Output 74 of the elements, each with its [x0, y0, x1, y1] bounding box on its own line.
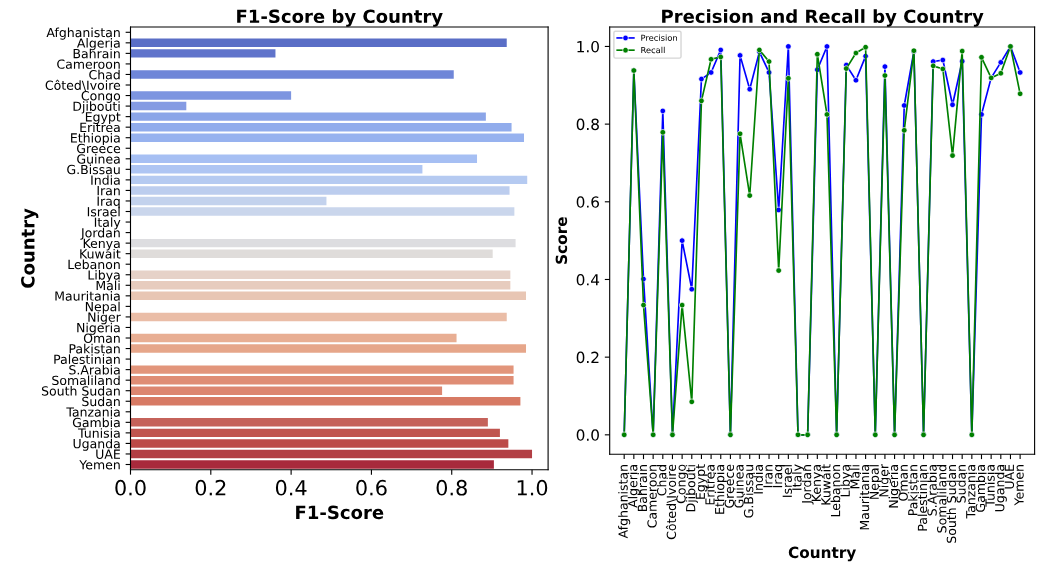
y-tick-label: Sudan — [82, 396, 120, 407]
y-tick-label: Afghanistan — [46, 27, 120, 40]
x-tick-label: Gambia — [975, 465, 986, 512]
y-axis-title: Country — [21, 208, 39, 288]
y-tick-label: India — [91, 175, 120, 185]
y-tick-label: Kuwait — [80, 248, 121, 259]
x-tick-label: S.Arabia — [927, 465, 937, 516]
y-tick-label: 1.0 — [577, 40, 599, 53]
x-tick-label: Mauritania — [859, 465, 870, 530]
x-tick-label: Tanzania — [965, 465, 976, 519]
x-tick-label: Tunisia — [985, 465, 995, 507]
y-tick-label: Greece — [76, 143, 121, 154]
y-tick-label: Libya — [88, 270, 120, 283]
y-axis-title: Score — [555, 217, 568, 264]
y-tick-label: Tunisia — [78, 428, 120, 438]
y-tick-label: UAE — [96, 449, 120, 459]
x-axis-title: F1-Score — [296, 505, 384, 520]
x-tick-label: Cameroon — [647, 465, 657, 528]
y-tick-label: Pakistan — [69, 343, 120, 354]
y-tick-label: Iraq — [97, 196, 120, 209]
x-tick-label: Iran — [763, 465, 773, 488]
x-tick-label: Côted\Ivoire — [665, 464, 678, 540]
y-tick-label: Mauritania — [55, 291, 120, 301]
x-tick-label: Chad — [656, 465, 667, 496]
y-tick-label: 0.4 — [576, 273, 600, 286]
y-tick-label: 0.8 — [576, 118, 599, 131]
y-tick-label: Egypt — [85, 112, 121, 124]
x-tick-label: 0.8 — [436, 479, 467, 496]
y-tick-label: 0.2 — [576, 351, 599, 364]
chart-title: F1-Score by Country — [237, 9, 443, 27]
x-tick-label: South Sudan — [946, 465, 957, 543]
y-tick-label: Chad — [89, 69, 120, 80]
x-tick-label: Yemen — [1014, 465, 1024, 506]
x-tick-label: Palestinian — [917, 465, 928, 531]
x-tick-label: Lebanon — [830, 465, 841, 517]
y-tick-label: G.Bissau — [67, 164, 120, 175]
x-tick-label: 0.2 — [195, 479, 226, 496]
y-tick-label: Cameroon — [57, 59, 120, 69]
y-tick-label: Tanzania — [66, 407, 120, 417]
y-tick-label: Kenya — [83, 238, 120, 251]
x-axis-title: Country — [788, 546, 856, 562]
y-tick-label: Lebanon — [68, 259, 120, 270]
y-tick-label: Gambia — [72, 417, 120, 428]
y-tick-label: Guinea — [77, 154, 120, 164]
y-tick-label: Israel — [87, 206, 120, 217]
y-tick-label: Congo — [81, 91, 121, 103]
y-tick-label: 0.6 — [576, 196, 600, 208]
x-tick-label: Pakistan — [907, 465, 918, 516]
x-tick-label: Somaliland — [936, 465, 947, 533]
y-tick-label: Oman — [83, 333, 120, 343]
y-tick-label: 0.0 — [576, 429, 599, 441]
y-tick-label: South Sudan — [41, 385, 120, 396]
y-tick-label: Palestinian — [54, 354, 120, 365]
y-tick-label: Eritrea — [80, 122, 120, 133]
x-tick-label: G.Bissau — [743, 465, 754, 518]
x-tick-label: 0.4 — [275, 479, 307, 496]
x-tick-label: 0.0 — [115, 479, 146, 496]
x-tick-label: Guinea — [734, 465, 744, 508]
y-tick-label: Ethiopia — [71, 132, 120, 146]
x-tick-label: Sudan — [956, 465, 966, 503]
legend-label: Recall — [641, 46, 665, 54]
y-tick-label: Somaliland — [52, 375, 120, 386]
x-tick-label: India — [753, 465, 764, 494]
y-tick-label: Uganda — [73, 438, 120, 451]
legend-label: Precision — [641, 34, 677, 41]
y-tick-label: Nepal — [85, 301, 120, 314]
x-tick-label: 1.0 — [517, 479, 548, 496]
y-tick-label: Iran — [97, 186, 120, 196]
chart-title: Precision and Recall by Country — [662, 9, 984, 27]
x-tick-label: 0.6 — [356, 479, 387, 496]
y-tick-label: Djibouti — [73, 101, 120, 114]
y-tick-label: Côted\Ivoire — [45, 79, 121, 91]
y-tick-label: S.Arabia — [69, 364, 120, 375]
y-tick-label: Mali — [96, 280, 120, 291]
